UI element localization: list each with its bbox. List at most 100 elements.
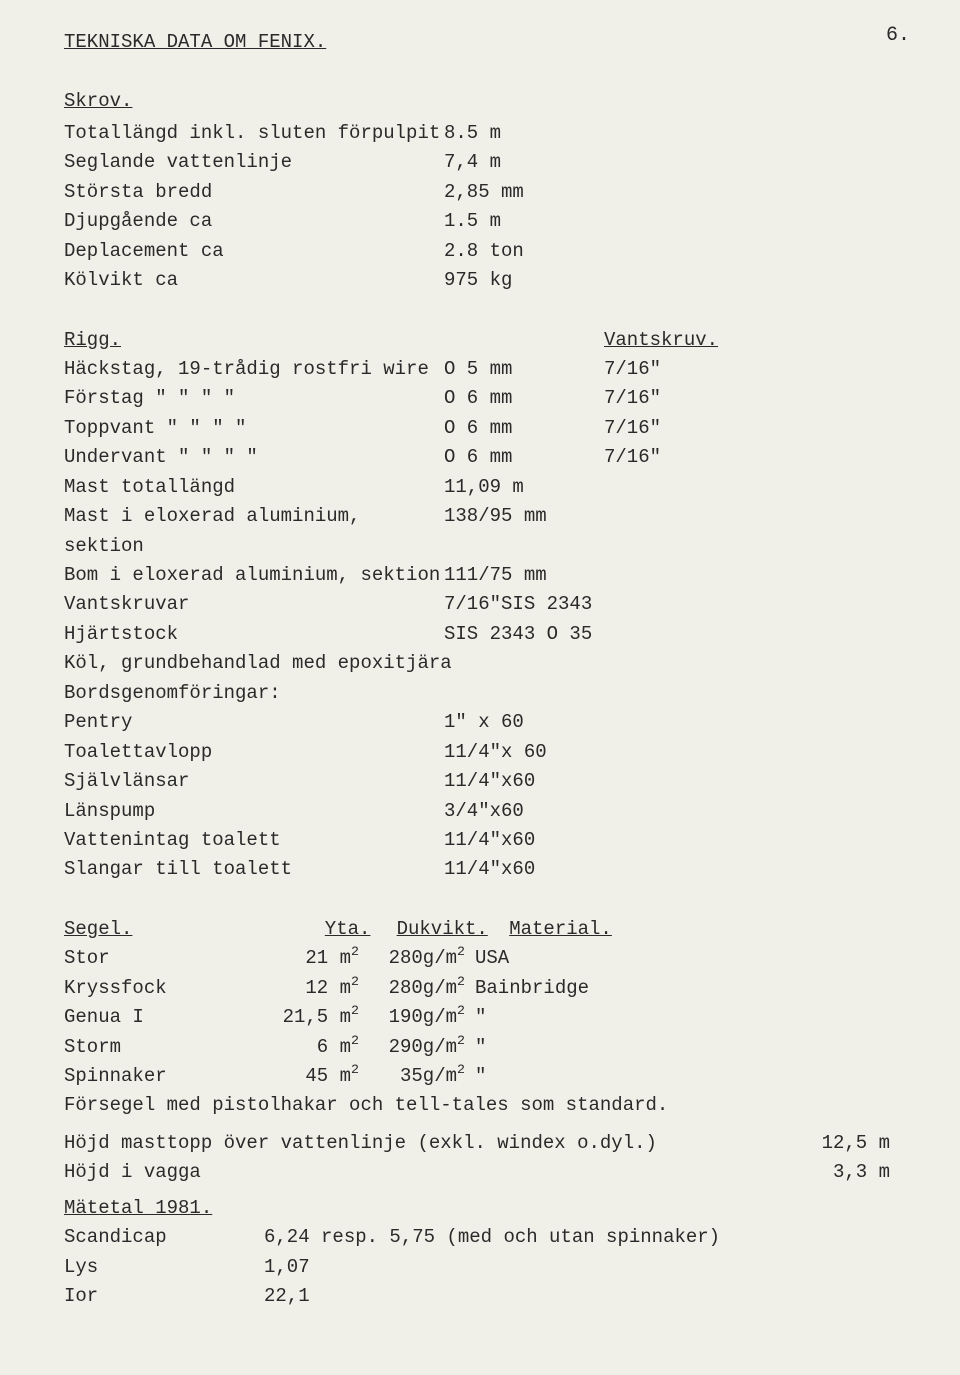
vant: 7/16" [604, 384, 744, 413]
label: Slangar till toalett [64, 855, 444, 884]
dim: O 6 mm [444, 384, 604, 413]
seg-name: Genua I [64, 1003, 264, 1032]
value: 1" x 60 [444, 708, 604, 737]
seg-duk: 280g/m2 [365, 974, 475, 1003]
dim: O 6 mm [444, 414, 604, 443]
value: 11/4"x 60 [444, 738, 604, 767]
label: Vattenintag toalett [64, 826, 444, 855]
label: Förstag " " " " [64, 384, 444, 413]
value: 8.5 m [444, 119, 604, 148]
value: 7,4 m [444, 148, 604, 177]
label: Seglande vattenlinje [64, 148, 444, 177]
value: 2.8 ton [444, 237, 604, 266]
dim: O 6 mm [444, 443, 604, 472]
segel-note: Försegel med pistolhakar och tell-tales … [64, 1091, 890, 1120]
segel-table: Stor21 m2280g/m2USA Kryssfock12 m2280g/m… [64, 944, 890, 1091]
value: 1.5 m [444, 207, 604, 236]
value: 111/75 mm [444, 561, 604, 590]
segel-header-duk: Dukvikt. [388, 915, 498, 944]
label: Största bredd [64, 178, 444, 207]
label: Toalettavlopp [64, 738, 444, 767]
dim: O 5 mm [444, 355, 604, 384]
seg-name: Storm [64, 1033, 264, 1062]
value: 11/4"x60 [444, 767, 604, 796]
seg-yta: 21 m2 [264, 944, 365, 973]
label: Vantskruvar [64, 590, 444, 619]
main-title: TEKNISKA DATA OM FENIX. [64, 28, 890, 57]
label: Scandicap [64, 1223, 264, 1252]
value: 138/95 mm [444, 502, 604, 561]
label: Höjd i vagga [64, 1158, 790, 1187]
seg-mat: " [475, 1062, 486, 1091]
seg-duk: 190g/m2 [365, 1003, 475, 1032]
segel-header-yta: Yta. [275, 915, 376, 944]
segel-header-row: Segel. Yta. Dukvikt. Material. [64, 915, 890, 944]
seg-mat: " [475, 1033, 486, 1062]
label: Höjd masttopp över vattenlinje (exkl. wi… [64, 1129, 790, 1158]
section-matetal-title: Mätetal 1981. [64, 1194, 890, 1223]
value: SIS 2343 O 35 [444, 620, 604, 649]
value: 7/16"SIS 2343 [444, 590, 604, 619]
seg-mat: " [475, 1003, 486, 1032]
seg-yta: 12 m2 [264, 974, 365, 1003]
vantskruv-title: Vantskruv. [604, 326, 744, 355]
value: 1,07 [264, 1253, 890, 1282]
section-rigg-title: Rigg. [64, 326, 444, 355]
rigg-wire-table: Häckstag, 19-trådig rostfri wireO 5 mm7/… [64, 355, 890, 473]
label: Toppvant " " " " [64, 414, 444, 443]
seg-duk: 290g/m2 [365, 1033, 475, 1062]
vant: 7/16" [604, 443, 744, 472]
value: 11/4"x60 [444, 855, 604, 884]
value: 3,3 m [790, 1158, 890, 1187]
label: Pentry [64, 708, 444, 737]
bords-table: Pentry1" x 60 Toalettavlopp11/4"x 60 Sjä… [64, 708, 890, 885]
label: Deplacement ca [64, 237, 444, 266]
seg-yta: 45 m2 [264, 1062, 365, 1091]
height-row: Höjd i vagga3,3 m [64, 1158, 890, 1187]
label: Lys [64, 1253, 264, 1282]
seg-mat: Bainbridge [475, 974, 589, 1003]
page: 6. TEKNISKA DATA OM FENIX. Skrov. Totall… [0, 0, 960, 1375]
section-skrov-title: Skrov. [64, 87, 890, 116]
label: Djupgående ca [64, 207, 444, 236]
matetal-table: Scandicap6,24 resp. 5,75 (med och utan s… [64, 1223, 890, 1311]
rigg-extra2: Bordsgenomföringar: [64, 679, 890, 708]
seg-name: Spinnaker [64, 1062, 264, 1091]
skrov-table: Totallängd inkl. sluten förpulpit8.5 m S… [64, 119, 890, 296]
seg-yta: 21,5 m2 [264, 1003, 365, 1032]
value: 22,1 [264, 1282, 890, 1311]
seg-duk: 280g/m2 [365, 944, 475, 973]
label: Häckstag, 19-trådig rostfri wire [64, 355, 444, 384]
label: Undervant " " " " [64, 443, 444, 472]
label: Totallängd inkl. sluten förpulpit [64, 119, 444, 148]
label: Mast totallängd [64, 473, 444, 502]
seg-yta: 6 m2 [264, 1033, 365, 1062]
label: Bom i eloxerad aluminium, sektion [64, 561, 444, 590]
segel-header-mat: Material. [509, 915, 612, 944]
seg-name: Stor [64, 944, 264, 973]
seg-name: Kryssfock [64, 974, 264, 1003]
value: 2,85 mm [444, 178, 604, 207]
value: 11,09 m [444, 473, 604, 502]
value: 975 kg [444, 266, 604, 295]
value: 6,24 resp. 5,75 (med och utan spinnaker) [264, 1223, 890, 1252]
rigg-body-table: Mast totallängd11,09 m Mast i eloxerad a… [64, 473, 890, 650]
value: 12,5 m [790, 1129, 890, 1158]
label: Länspump [64, 797, 444, 826]
value: 11/4"x60 [444, 826, 604, 855]
vant: 7/16" [604, 355, 744, 384]
rigg-header-row: Rigg. Vantskruv. [64, 326, 890, 355]
label: Självlänsar [64, 767, 444, 796]
vant: 7/16" [604, 414, 744, 443]
rigg-extra1: Köl, grundbehandlad med epoxitjära [64, 649, 890, 678]
section-segel-title: Segel. [64, 915, 264, 944]
page-number: 6. [886, 20, 910, 51]
value: 3/4"x60 [444, 797, 604, 826]
label: Kölvikt ca [64, 266, 444, 295]
seg-duk: 35g/m2 [365, 1062, 475, 1091]
seg-mat: USA [475, 944, 509, 973]
label: Mast i eloxerad aluminium, sektion [64, 502, 444, 561]
height-row: Höjd masttopp över vattenlinje (exkl. wi… [64, 1129, 890, 1158]
label: Ior [64, 1282, 264, 1311]
label: Hjärtstock [64, 620, 444, 649]
